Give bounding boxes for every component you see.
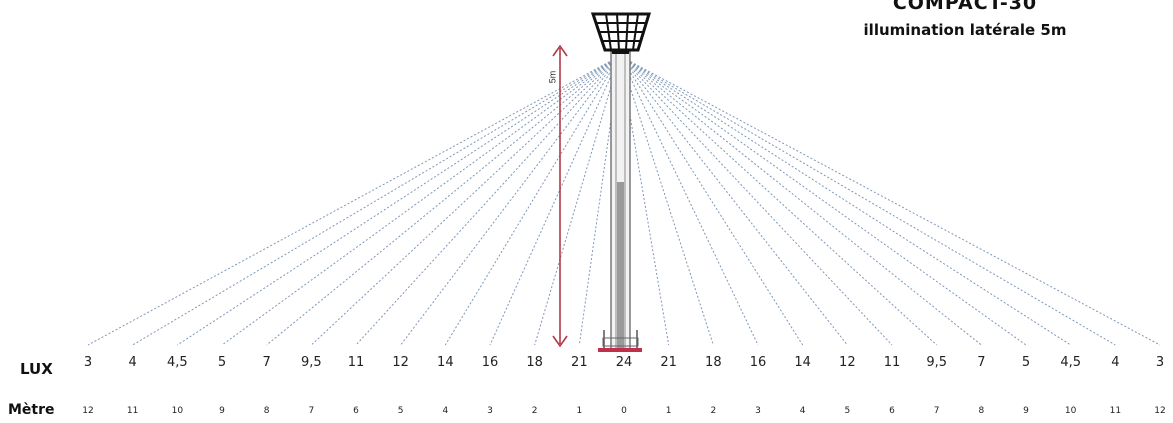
light-ray — [619, 55, 759, 346]
light-ray — [619, 55, 938, 346]
metre-value: 3 — [487, 406, 493, 416]
metre-value: 7 — [308, 406, 315, 416]
light-ray — [619, 55, 1116, 346]
height-label: 5m — [547, 70, 558, 84]
metre-value: 11 — [126, 406, 139, 416]
metre-value: 10 — [171, 406, 184, 416]
metre-value: 5 — [397, 406, 404, 416]
metre-value: 1 — [665, 406, 672, 416]
lux-value: 4 — [128, 355, 137, 370]
lux-value: 21 — [660, 355, 677, 370]
metre-value: 12 — [82, 406, 94, 416]
lux-value: 18 — [705, 355, 722, 370]
diagram-subtitle: illumination latérale 5m — [863, 21, 1067, 39]
lux-value: 5 — [1021, 355, 1031, 370]
pole-base — [598, 348, 642, 352]
metre-value: 12 — [1154, 406, 1166, 416]
light-ray — [221, 55, 621, 346]
metre-value: 6 — [889, 406, 895, 416]
lux-value: 11 — [347, 355, 365, 370]
diagram-title: COMPACT-30 — [892, 0, 1038, 14]
metre-value: 1 — [576, 406, 583, 416]
lux-value: 9,5 — [300, 355, 322, 370]
light-ray — [355, 55, 621, 346]
light-ray — [87, 55, 621, 346]
lux-value: 16 — [481, 355, 499, 370]
lux-value: 3 — [83, 355, 93, 370]
floodlight-lamp-icon — [590, 12, 652, 54]
lux-value: 3 — [1155, 355, 1165, 370]
lux-value: 4 — [1111, 355, 1120, 370]
metre-value: 9 — [1023, 406, 1029, 416]
lux-value: 7 — [977, 355, 986, 370]
light-rays — [87, 55, 1161, 346]
light-ray — [619, 55, 848, 346]
light-ray — [619, 55, 1071, 346]
metre-value: 10 — [1064, 406, 1077, 416]
lux-value: 16 — [749, 355, 767, 370]
light-ray — [310, 55, 621, 346]
light-ray — [619, 55, 1027, 346]
light-ray — [619, 55, 893, 346]
lux-value: 24 — [615, 355, 633, 370]
light-ray — [489, 55, 621, 346]
lux-row-label: LUX — [20, 360, 53, 378]
lux-value: 14 — [437, 355, 454, 370]
metre-value: 2 — [531, 406, 538, 416]
lux-value: 4,5 — [1060, 355, 1081, 370]
lux-value: 14 — [794, 355, 811, 370]
metre-row-label: Mètre — [8, 402, 55, 418]
lamp-pole — [598, 51, 642, 352]
light-ray — [619, 55, 982, 346]
metre-value: 6 — [353, 406, 359, 416]
lux-value: 18 — [526, 355, 543, 370]
light-ray — [177, 55, 621, 346]
light-ray — [619, 55, 804, 346]
lux-value: 5 — [217, 355, 227, 370]
metre-value: 3 — [755, 406, 761, 416]
metre-value: 9 — [219, 406, 225, 416]
metre-value: 4 — [442, 406, 449, 416]
lux-value: 12 — [392, 355, 409, 370]
metre-value: 2 — [710, 406, 717, 416]
height-dimension-arrow — [552, 44, 568, 348]
lux-value: 12 — [839, 355, 856, 370]
metre-value: 8 — [263, 406, 270, 416]
light-ray — [266, 55, 621, 346]
light-ray — [400, 55, 621, 346]
metre-value: 5 — [844, 406, 851, 416]
metre-value: 8 — [978, 406, 985, 416]
metre-value: 7 — [933, 406, 940, 416]
lux-value: 21 — [571, 355, 588, 370]
lux-value: 11 — [883, 355, 901, 370]
light-ray — [619, 55, 1161, 346]
light-ray — [444, 55, 621, 346]
light-ray — [619, 55, 714, 346]
lux-value: 9,5 — [926, 355, 947, 370]
metre-value: 4 — [799, 406, 806, 416]
metre-value: 11 — [1109, 406, 1122, 416]
lux-value: 4,5 — [166, 355, 188, 370]
light-ray — [132, 55, 621, 346]
metre-value: 0 — [621, 406, 627, 416]
lux-value: 7 — [262, 355, 271, 370]
